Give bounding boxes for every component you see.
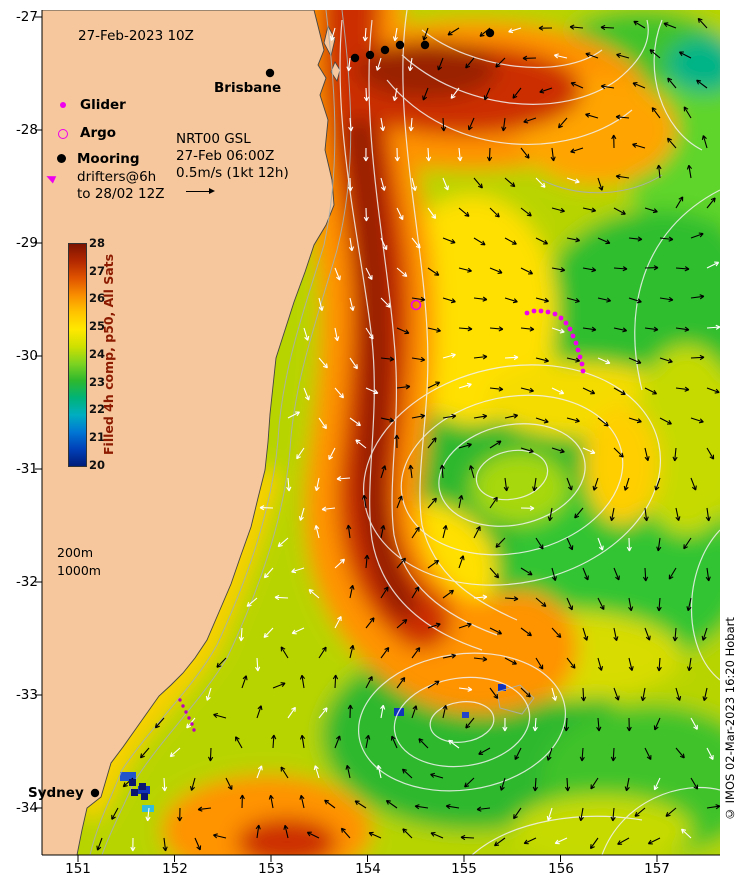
- colorbar: [68, 243, 87, 467]
- legend-argo-label: Argo: [80, 125, 117, 141]
- annotation-line2: 27-Feb 06:00Z: [176, 148, 275, 164]
- city-label-sydney: Sydney: [28, 785, 84, 801]
- colorbar-tick: 22: [89, 402, 106, 416]
- argo-icon: [58, 129, 68, 139]
- annotation-line3: 0.5m/s (1kt 12h): [176, 165, 289, 181]
- scale-arrow-icon: [186, 191, 210, 192]
- annotation-line1: NRT00 GSL: [176, 131, 251, 147]
- colorbar-label: Filled 4h comp, p50, All Sats: [101, 253, 116, 455]
- city-label-brisbane: Brisbane: [214, 80, 282, 96]
- mooring-icon: [57, 154, 66, 163]
- observation-markers: [90, 28, 586, 800]
- ssh-contours: [339, 10, 720, 855]
- scale-arrowhead-icon: [209, 188, 215, 194]
- credit-text: © IMOS 02-Mar-2023 16:20 Hobart: [723, 617, 737, 821]
- y-tick: -29: [15, 235, 38, 251]
- x-tick: 156: [548, 861, 574, 877]
- legend-mooring-label: Mooring: [77, 151, 140, 167]
- x-tick: 152: [162, 861, 188, 877]
- x-tick: 155: [451, 861, 477, 877]
- y-tick: -32: [15, 574, 38, 590]
- x-tick: 154: [355, 861, 381, 877]
- colorbar-tick: 26: [89, 291, 106, 305]
- legend-drifters-line1: drifters@6h: [77, 169, 157, 185]
- x-tick: 151: [65, 861, 91, 877]
- colorbar-tick: 25: [89, 319, 106, 333]
- glider-icon: [60, 102, 66, 108]
- isobath-1000m-label: 1000m: [57, 563, 101, 578]
- x-tick: 157: [644, 861, 670, 877]
- colorbar-tick: 20: [89, 458, 106, 472]
- y-tick: -28: [15, 122, 38, 138]
- y-tick: -31: [15, 461, 38, 477]
- colorbar-tick: 21: [89, 430, 106, 444]
- y-tick: -27: [15, 9, 38, 25]
- legend-drifters-line2: to 28/02 12Z: [77, 186, 165, 202]
- legend-glider-label: Glider: [80, 97, 126, 113]
- sst-map: [42, 10, 720, 855]
- isobath-200m-label: 200m: [57, 545, 94, 560]
- y-tick: -33: [15, 687, 38, 703]
- colorbar-tick: 27: [89, 264, 106, 278]
- map-datetime: 27-Feb-2023 10Z: [78, 28, 194, 44]
- colorbar-tick: 28: [89, 236, 106, 250]
- y-tick: -30: [15, 348, 38, 364]
- colorbar-tick: 24: [89, 347, 106, 361]
- x-tick: 153: [258, 861, 284, 877]
- current-vectors: [96, 17, 720, 852]
- colorbar-tick: 23: [89, 375, 106, 389]
- y-tick: -34: [15, 800, 38, 816]
